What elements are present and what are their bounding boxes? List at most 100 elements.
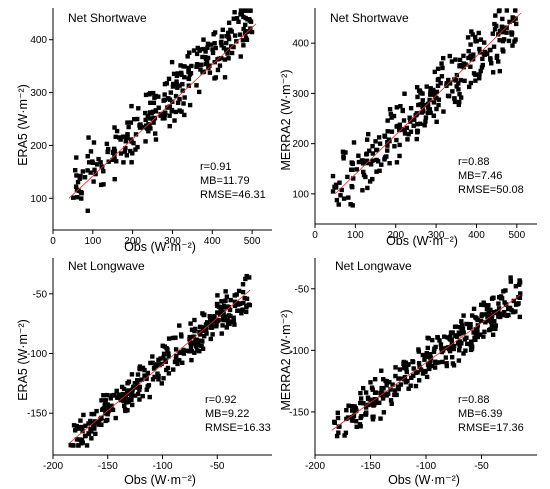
- stat-r: r=0.88: [458, 156, 490, 168]
- scatter-point: [74, 437, 80, 442]
- scatter-point: [78, 418, 83, 423]
- scatter-point: [449, 337, 454, 343]
- scatter-point: [136, 106, 141, 111]
- scatter-point: [210, 50, 216, 56]
- scatter-point: [387, 379, 392, 385]
- scatter-point: [468, 324, 473, 330]
- scatter-point: [210, 47, 215, 52]
- scatter-point: [188, 340, 193, 346]
- scatter-point: [394, 160, 400, 165]
- scatter-point: [248, 19, 254, 24]
- scatter-point: [188, 321, 193, 326]
- scatter-point: [137, 384, 143, 390]
- scatter-point: [351, 140, 357, 145]
- scatter-point: [368, 397, 373, 402]
- scatter-point: [439, 345, 444, 351]
- scatter-point: [186, 69, 191, 74]
- scatter-point: [492, 27, 498, 32]
- scatter-point: [76, 443, 81, 448]
- scatter-point: [88, 149, 94, 154]
- scatter-point: [147, 110, 153, 115]
- x-tick-label: -50: [474, 461, 489, 472]
- scatter-point: [514, 21, 519, 27]
- scatter-point: [133, 147, 138, 152]
- scatter-point: [418, 367, 424, 372]
- scatter-point: [351, 176, 356, 181]
- scatter-point: [385, 118, 390, 123]
- scatter-point: [246, 275, 252, 280]
- scatter-point: [500, 312, 506, 318]
- scatter-point: [416, 360, 422, 366]
- scatter-point: [156, 105, 161, 110]
- scatter-point: [126, 379, 132, 384]
- fit-line: [69, 289, 251, 444]
- scatter-point: [371, 414, 376, 419]
- scatter-point: [350, 161, 355, 166]
- scatter-point: [167, 123, 172, 129]
- scatter-point: [462, 337, 468, 342]
- scatter-point: [189, 327, 195, 332]
- scatter-point: [423, 368, 428, 374]
- scatter-point: [411, 123, 416, 128]
- scatter-point: [224, 294, 230, 299]
- scatter-point: [441, 109, 446, 114]
- scatter-point: [420, 352, 425, 358]
- scatter-point: [201, 69, 207, 74]
- scatter-point: [166, 371, 172, 376]
- scatter-point: [435, 335, 440, 340]
- scatter-point: [86, 421, 91, 426]
- scatter-point: [102, 403, 107, 408]
- scatter-point: [129, 389, 135, 395]
- scatter-point: [482, 302, 488, 308]
- scatter-point: [427, 351, 433, 357]
- scatter-point: [427, 97, 432, 103]
- scatter-point: [221, 45, 227, 51]
- x-tick-label: 0: [50, 236, 56, 247]
- scatter-point: [440, 65, 445, 71]
- scatter-point: [121, 395, 126, 401]
- scatter-point: [420, 98, 425, 103]
- scatter-point: [200, 46, 206, 52]
- scatter-point: [182, 112, 187, 118]
- scatter-point: [219, 299, 224, 304]
- stat-mb: MB=11.79: [200, 175, 250, 187]
- scatter-point: [240, 289, 246, 295]
- scatter-point: [485, 314, 490, 320]
- scatter-point: [478, 68, 483, 74]
- scatter-point: [518, 291, 523, 296]
- stat-r: r=0.92: [205, 394, 237, 406]
- scatter-point: [192, 317, 197, 323]
- scatter-point: [374, 157, 379, 163]
- scatter-point: [72, 428, 78, 433]
- scatter-point: [392, 388, 398, 393]
- scatter-point: [228, 313, 233, 319]
- scatter-point: [88, 170, 93, 175]
- scatter-point: [381, 386, 386, 391]
- x-tick-label: -50: [210, 461, 225, 472]
- scatter-point: [468, 42, 473, 47]
- stat-rmse: RMSE=46.31: [200, 189, 266, 201]
- scatter-point: [342, 433, 347, 438]
- scatter-point: [371, 403, 376, 408]
- scatter-point: [99, 164, 104, 170]
- scatter-point: [218, 307, 223, 313]
- scatter-point: [402, 131, 408, 136]
- scatter-point: [432, 92, 437, 98]
- scatter-point: [86, 431, 92, 437]
- scatter-point: [465, 35, 471, 40]
- scatter-point: [468, 80, 474, 86]
- scatter-point: [365, 402, 371, 408]
- scatter-point: [76, 425, 81, 430]
- scatter-point: [158, 111, 164, 117]
- scatter-point: [453, 324, 459, 329]
- scatter-point: [231, 315, 236, 320]
- x-tick-label: -200: [43, 461, 63, 472]
- scatter-point: [195, 343, 201, 348]
- scatter-point: [410, 359, 415, 364]
- scatter-point: [398, 382, 404, 387]
- scatter-point: [468, 53, 474, 59]
- scatter-point: [416, 378, 422, 383]
- fit-line: [331, 294, 521, 431]
- scatter-point: [510, 43, 515, 48]
- scatter-point: [166, 354, 171, 359]
